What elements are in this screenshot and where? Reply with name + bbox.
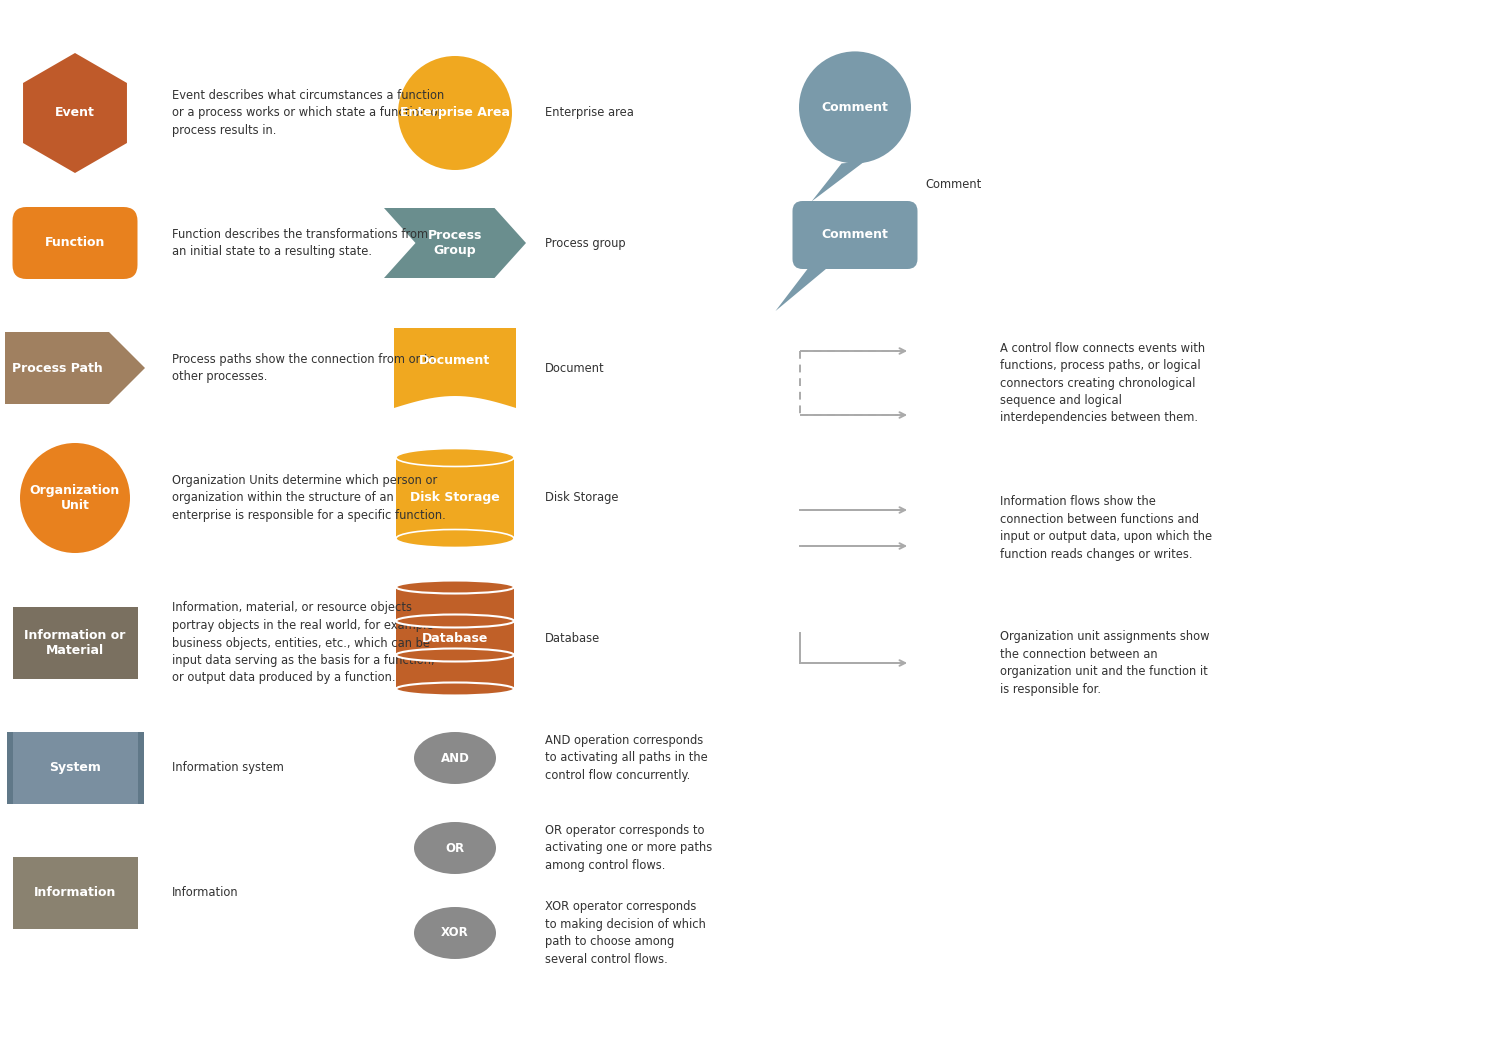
Polygon shape (394, 328, 516, 408)
Text: Comment: Comment (822, 101, 888, 114)
Bar (12, 857, 138, 929)
Text: Function describes the transformations from
an initial state to a resulting stat: Function describes the transformations f… (172, 227, 428, 259)
Text: Information, material, or resource objects
portray objects in the real world, fo: Information, material, or resource objec… (172, 602, 435, 684)
Polygon shape (384, 208, 526, 278)
Ellipse shape (396, 649, 514, 661)
Ellipse shape (414, 907, 497, 959)
Text: XOR: XOR (441, 926, 470, 940)
Polygon shape (110, 332, 146, 404)
Text: Document: Document (420, 355, 491, 367)
Ellipse shape (396, 614, 514, 628)
Bar (396, 458, 514, 538)
Text: Event: Event (56, 106, 94, 120)
Text: Information: Information (34, 887, 116, 899)
Bar (6, 732, 12, 804)
Text: OR: OR (446, 842, 465, 854)
Text: Process Path: Process Path (12, 362, 102, 374)
Text: Process paths show the connection from or to
other processes.: Process paths show the connection from o… (172, 353, 435, 383)
Ellipse shape (414, 732, 497, 784)
Ellipse shape (396, 530, 514, 548)
Text: Organization unit assignments show
the connection between an
organization unit a: Organization unit assignments show the c… (1000, 630, 1209, 696)
Text: Organization
Unit: Organization Unit (30, 484, 120, 512)
Circle shape (398, 56, 512, 170)
Text: System: System (50, 761, 100, 775)
Text: Process
Group: Process Group (427, 229, 482, 257)
FancyBboxPatch shape (12, 207, 138, 278)
Text: Information: Information (172, 887, 238, 899)
Polygon shape (812, 162, 864, 201)
Text: AND: AND (441, 752, 470, 765)
Ellipse shape (414, 822, 497, 874)
Text: Database: Database (544, 631, 600, 645)
Text: Comment: Comment (926, 178, 981, 192)
Circle shape (20, 443, 130, 553)
Bar (12, 607, 138, 679)
Ellipse shape (396, 448, 514, 466)
Text: Comment: Comment (822, 228, 888, 242)
Text: Process group: Process group (544, 237, 626, 249)
Text: Information flows show the
connection between functions and
input or output data: Information flows show the connection be… (1000, 495, 1212, 561)
Bar (4, 332, 109, 404)
Circle shape (800, 51, 910, 164)
Bar (12, 732, 138, 804)
Text: Document: Document (544, 362, 604, 374)
Text: Function: Function (45, 237, 105, 249)
Text: Database: Database (422, 631, 488, 645)
Bar (138, 732, 144, 804)
Text: Information or
Material: Information or Material (24, 629, 126, 657)
Polygon shape (776, 266, 830, 311)
Text: Organization Units determine which person or
organization within the structure o: Organization Units determine which perso… (172, 474, 446, 522)
FancyBboxPatch shape (792, 201, 918, 269)
Text: Enterprise Area: Enterprise Area (400, 106, 510, 120)
Polygon shape (22, 53, 128, 173)
Ellipse shape (396, 581, 514, 593)
Bar (396, 587, 514, 621)
Text: Disk Storage: Disk Storage (544, 491, 618, 505)
Bar (396, 655, 514, 689)
Text: Disk Storage: Disk Storage (410, 491, 500, 505)
Text: OR operator corresponds to
activating one or more paths
among control flows.: OR operator corresponds to activating on… (544, 824, 712, 872)
Bar (396, 621, 514, 655)
Text: XOR operator corresponds
to making decision of which
path to choose among
severa: XOR operator corresponds to making decis… (544, 900, 706, 966)
Text: A control flow connects events with
functions, process paths, or logical
connect: A control flow connects events with func… (1000, 341, 1204, 425)
Text: Information system: Information system (172, 761, 284, 775)
Ellipse shape (396, 682, 514, 696)
Text: Event describes what circumstances a function
or a process works or which state : Event describes what circumstances a fun… (172, 89, 444, 137)
Text: Enterprise area: Enterprise area (544, 106, 634, 120)
Text: AND operation corresponds
to activating all paths in the
control flow concurrent: AND operation corresponds to activating … (544, 734, 708, 782)
